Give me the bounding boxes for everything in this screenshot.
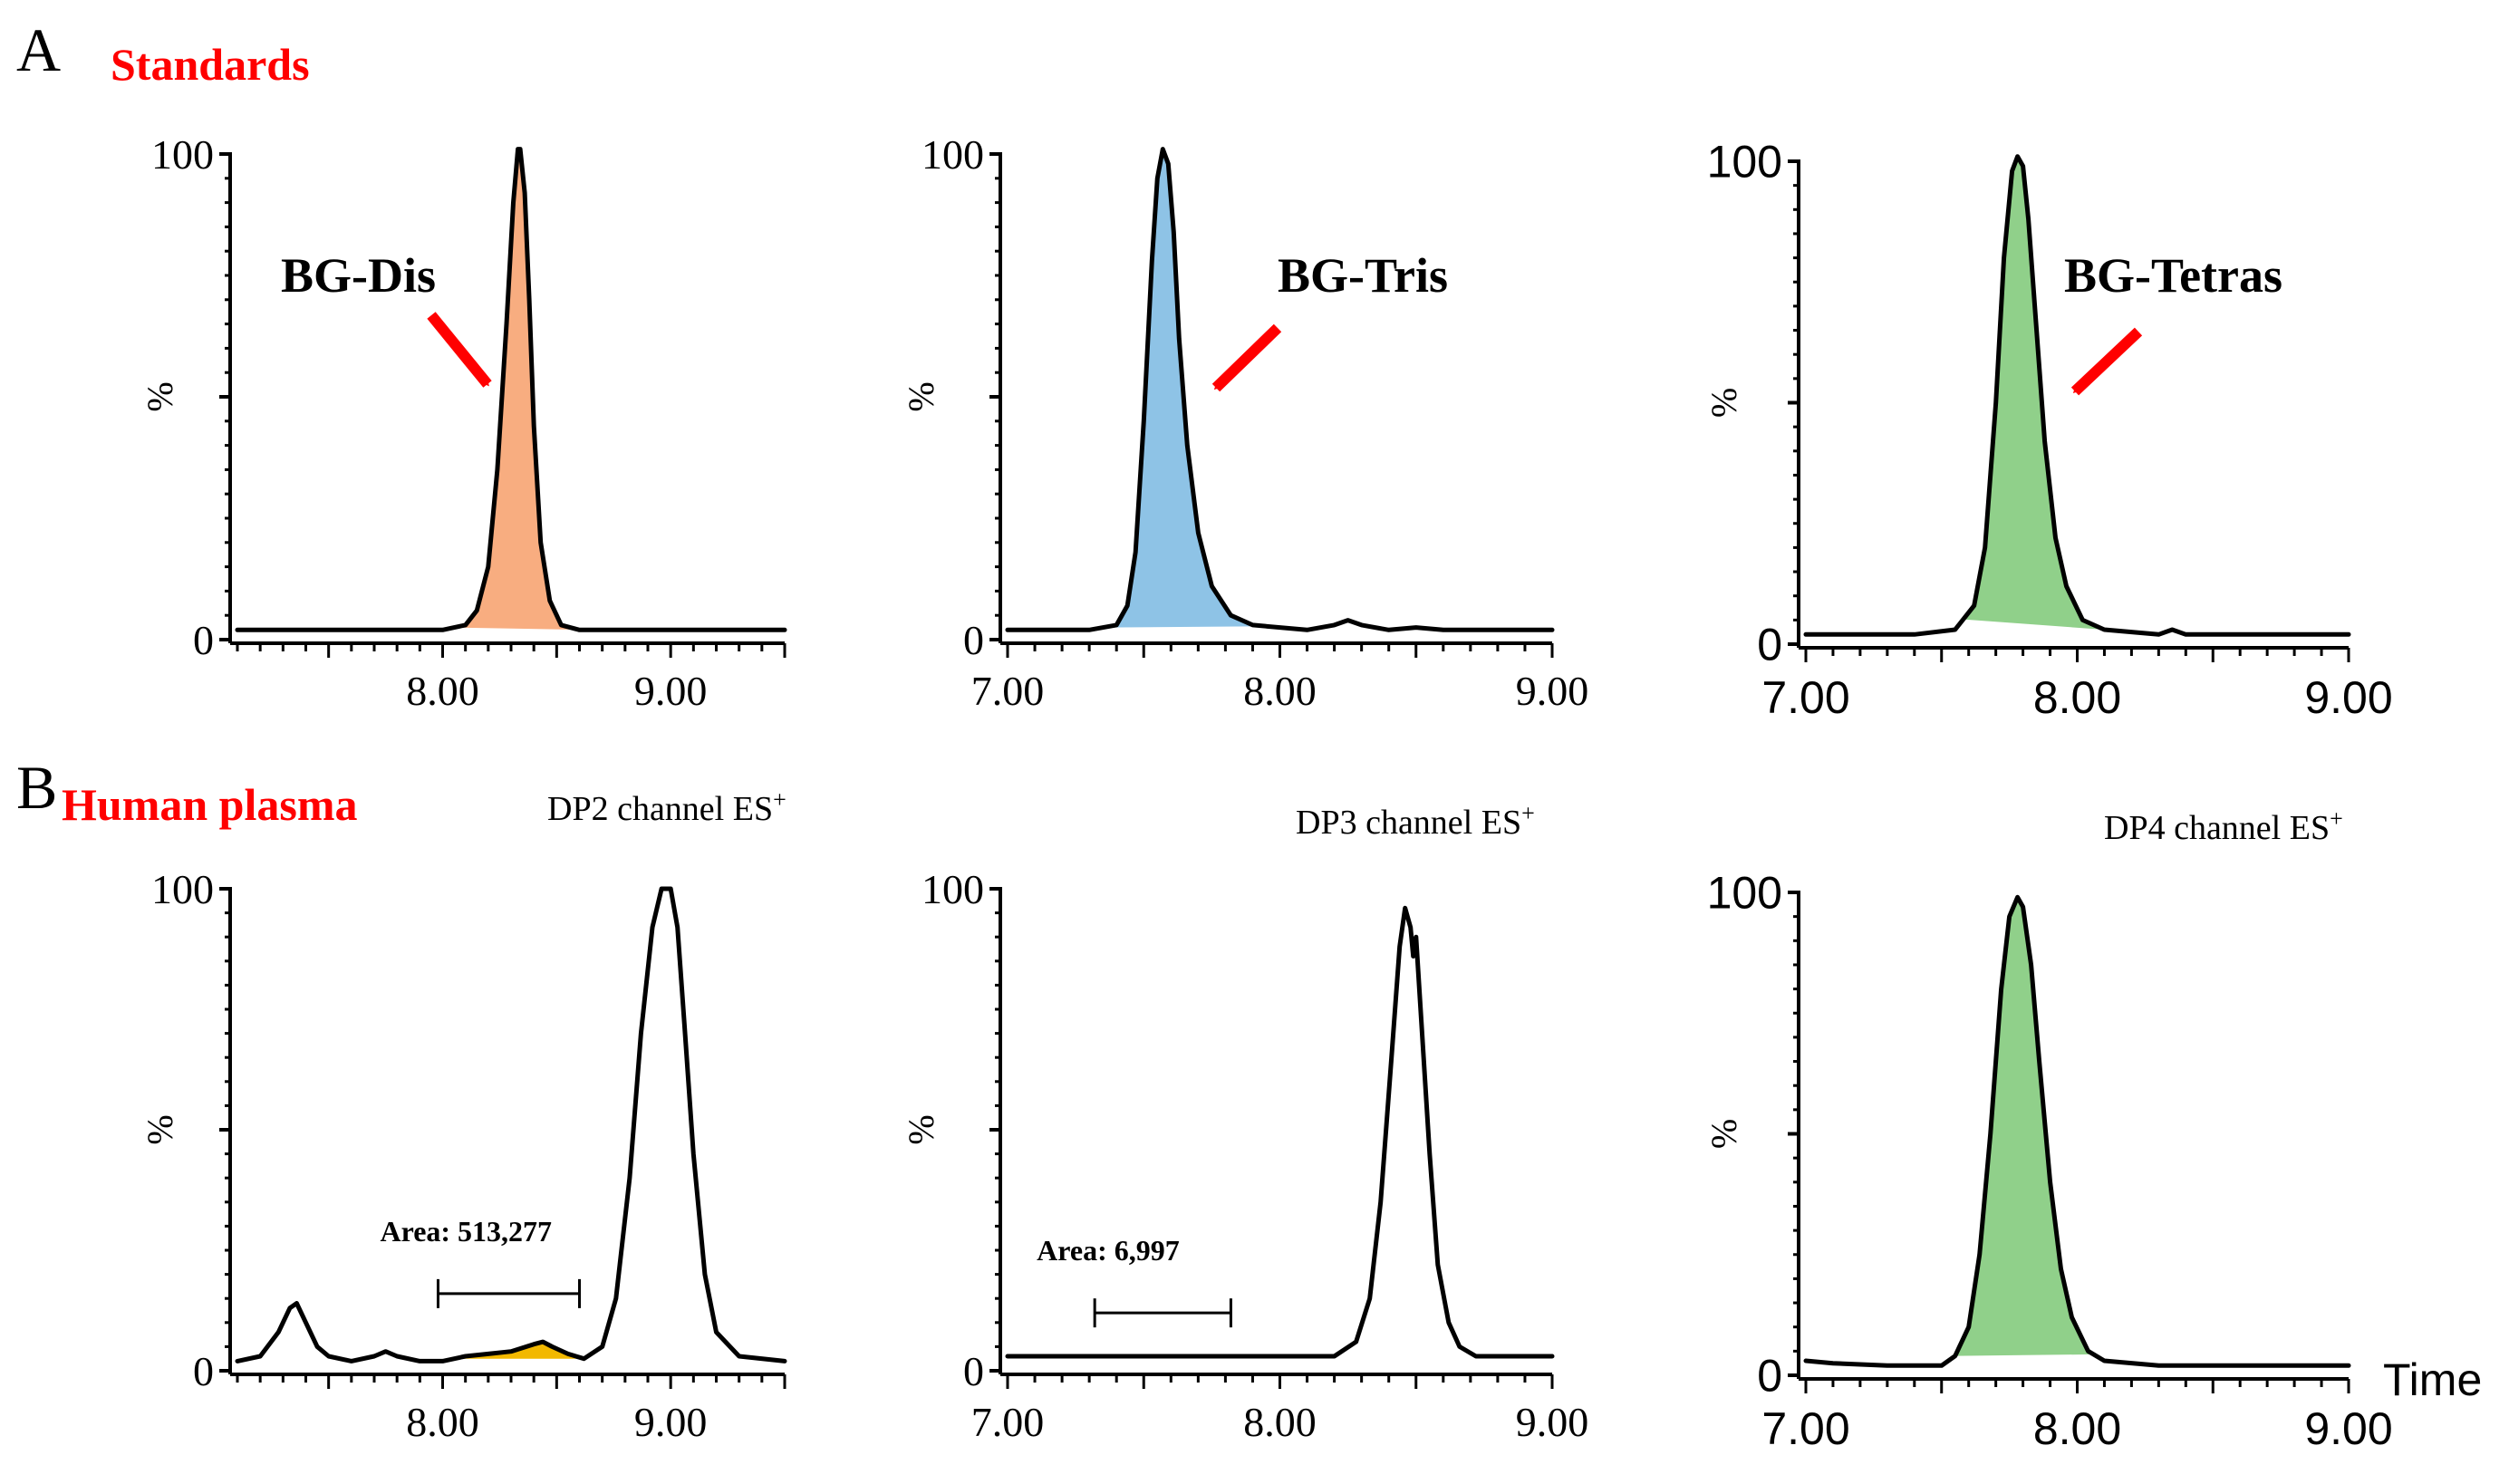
x-tick-label-a2-1: 8.00 [1243,668,1317,714]
x-tick-label-a3-0: 7.00 [1761,672,1849,723]
panel-b-letter: B [16,753,57,822]
y-tick-label-b3-0: 0 [1757,1351,1782,1402]
trace-line-a2 [1005,147,1555,632]
chart-bg-tetras-standard: 0 100% 7.00 8.00 9.00 BG-Tetras [1703,137,2393,724]
y-tick-label-a3-2: 100 [1707,137,1782,188]
area-label-b2: Area: 6,997 [1037,1234,1180,1267]
y-axis-label-a3: % [1703,388,1744,418]
panel-a-letter: A [16,15,61,84]
chart-dp3-plasma: 0 100% 7.00 8.00 9.00 DP3 channel ES+ Area: 6,… [901,800,1588,1445]
y-tick-label-a2-0: 0 [963,617,984,663]
y-tick-label-b2-0: 0 [963,1348,984,1394]
compound-label-a3: BG-Tetras [2064,248,2282,303]
peak-fill-a1 [454,149,592,631]
channel-title-b3: DP4 channel ES+ [2104,805,2343,847]
time-axis-label: Time [2383,1354,2482,1405]
x-tick-label-b3-0: 7.00 [1761,1403,1849,1454]
x-tick-label-a1-0: 8.00 [406,668,479,714]
y-tick-label-a1-2: 100 [151,131,214,178]
y-tick-label-a3-0: 0 [1757,620,1782,670]
y-axis-label-a1: % [140,381,180,411]
x-tick-label-a1-1: 9.00 [634,668,708,714]
x-tick-label-b3-1: 8.00 [2033,1403,2121,1454]
chart-dp4-plasma: 0 100% 7.00 8.00 9.00 DP4 channel ES+ Time [1703,805,2482,1454]
y-tick-label-b1-0: 0 [193,1348,214,1394]
red-arrow-a1 [427,312,492,388]
trace-line-a3 [1803,154,2351,637]
x-tick-label-b1-1: 9.00 [634,1399,708,1445]
area-label-b1: Area: 513,277 [380,1215,552,1248]
y-tick-label-b2-2: 100 [922,866,984,912]
y-tick-label-a2-2: 100 [922,131,984,178]
x-tick-label-a3-1: 8.00 [2033,672,2121,723]
x-tick-label-b2-0: 7.00 [971,1399,1045,1445]
y-axis-label-a2: % [901,381,941,411]
trace-line-b1 [235,886,787,1364]
peak-fill-a2 [1103,152,1267,628]
red-arrow-a3 [2070,327,2143,396]
compound-label-a1: BG-Dis [281,248,436,303]
y-axis-label-b3: % [1703,1119,1744,1149]
panel-b-title: Human plasma [62,779,357,830]
trace-line-a1 [235,147,787,632]
y-tick-label-b3-2: 100 [1707,868,1782,919]
x-tick-label-b2-1: 8.00 [1243,1399,1317,1445]
chart-bg-tris-standard: 0 100% 7.00 8.00 9.00 BG-Tris [901,131,1588,714]
trace-line-b3 [1803,894,2351,1368]
compound-label-a2: BG-Tris [1278,248,1448,303]
trace-line-b2 [1005,905,1555,1359]
y-tick-label-a1-0: 0 [193,617,214,663]
y-axis-label-b1: % [140,1114,180,1144]
red-arrow-a2 [1211,323,1282,392]
chart-bg-dis-standard: 0 100% 8.00 9.00 BG-Dis [140,131,787,714]
chart-dp2-plasma: 0 100% 8.00 9.00 DP2 channel ES+ Area: 513,27… [140,786,787,1445]
x-tick-label-a2-0: 7.00 [971,668,1045,714]
channel-title-b1: DP2 channel ES+ [547,786,786,828]
panel-a-title: Standards [111,39,310,90]
x-tick-label-b1-0: 8.00 [406,1399,479,1445]
x-tick-label-b2-2: 9.00 [1516,1399,1589,1445]
peak-fill-a3 [1963,157,2105,630]
x-tick-label-a2-2: 9.00 [1516,668,1589,714]
x-tick-label-a3-2: 9.00 [2304,672,2392,723]
channel-title-b2: DP3 channel ES+ [1296,800,1535,842]
y-tick-label-b1-2: 100 [151,866,214,912]
peak-fill-b3 [1954,897,2094,1356]
x-tick-label-b3-2: 9.00 [2304,1403,2392,1454]
y-axis-label-b2: % [901,1114,941,1144]
